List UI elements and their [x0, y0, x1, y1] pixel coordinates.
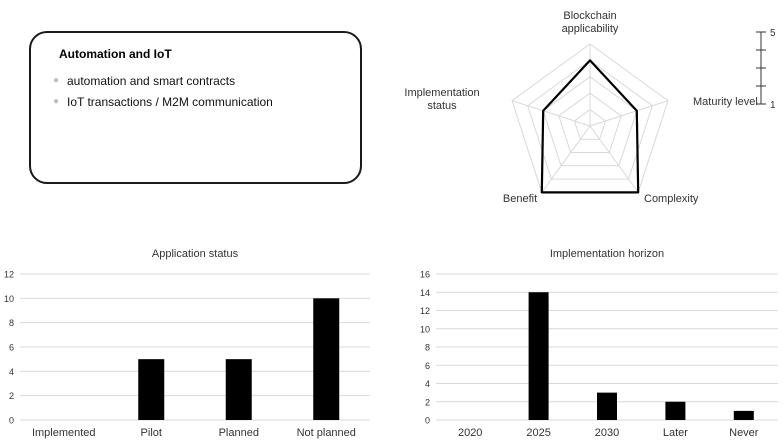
- x-tick-label: 2030: [595, 427, 619, 439]
- y-tick-label: 6: [9, 343, 14, 353]
- y-tick-label: 12: [420, 306, 430, 316]
- y-tick-label: 0: [9, 416, 14, 426]
- bar: [138, 359, 165, 420]
- y-tick-label: 10: [4, 294, 14, 304]
- radar-grid-ring: [542, 76, 638, 167]
- y-tick-label: 12: [4, 270, 14, 280]
- radar-axis-label: Benefit: [503, 193, 537, 205]
- x-tick-label: Planned: [219, 427, 259, 439]
- bar: [733, 410, 754, 420]
- radar-grid-ring: [527, 59, 653, 180]
- radar-grid-ring: [573, 108, 607, 140]
- y-tick-label: 4: [425, 379, 430, 389]
- y-tick-label: 14: [420, 288, 430, 298]
- topic-card: Automation and IoT ● automation and smart…: [29, 31, 362, 184]
- radar-axis-label-line: Blockchain: [563, 10, 616, 22]
- list-item-text: IoT transactions / M2M communication: [67, 94, 273, 109]
- application-status-chart: Application status 0 2 4 6 8 10 12 Implemented Pi…: [4, 248, 370, 439]
- x-tick-label: Later: [663, 427, 688, 439]
- radar-axis-label: Blockchain applicability: [562, 10, 619, 35]
- x-tick-label: Not planned: [297, 427, 356, 439]
- bar: [665, 401, 686, 420]
- radar-axis-label-line: status: [427, 100, 457, 112]
- radar-series: [540, 59, 640, 194]
- bar: [225, 359, 252, 420]
- list-item: ● automation and smart contracts: [53, 70, 273, 91]
- x-tick-label: 2020: [458, 427, 482, 439]
- bar: [313, 298, 340, 420]
- y-tick-label: 6: [425, 361, 430, 371]
- y-tick-label: 8: [9, 318, 14, 328]
- radar-axis-label-line: Complexity: [644, 193, 699, 205]
- bullet-icon: ●: [53, 95, 60, 107]
- list-item-text: automation and smart contracts: [67, 73, 236, 88]
- radar-axis-label: Complexity: [644, 193, 699, 205]
- bar: [528, 292, 549, 420]
- radar-chart: Blockchain applicability Maturity level Com…: [404, 10, 776, 205]
- x-tick-label: Pilot: [141, 427, 162, 439]
- y-tick-label: 4: [9, 367, 14, 377]
- scale-tick-label: 5: [770, 28, 776, 39]
- scale-tick-label: 1: [770, 100, 776, 111]
- y-tick-label: 10: [420, 324, 430, 334]
- x-tick-label: 2025: [526, 427, 550, 439]
- chart-title: Implementation horizon: [550, 248, 664, 260]
- radar-spoke: [589, 100, 669, 127]
- chart-title: Application status: [152, 248, 239, 260]
- y-tick-label: 2: [9, 391, 14, 401]
- radar-spoke: [589, 125, 639, 193]
- x-tick-label: Never: [729, 427, 759, 439]
- radar-axis-label-line: applicability: [562, 23, 619, 35]
- y-tick-label: 0: [425, 416, 430, 426]
- radar-axis-label: Implementation status: [404, 87, 479, 112]
- card-list: ● automation and smart contracts ● IoT tra…: [53, 70, 273, 112]
- y-tick-label: 16: [420, 270, 430, 280]
- y-tick-label: 8: [425, 343, 430, 353]
- y-tick-label: 2: [425, 397, 430, 407]
- radar-axis-label-line: Maturity level: [693, 96, 758, 108]
- card-title: Automation and IoT: [59, 47, 172, 61]
- radar-grid-ring: [558, 92, 622, 154]
- list-item: ● IoT transactions / M2M communication: [53, 91, 273, 112]
- radar-axis-label-line: Benefit: [503, 193, 537, 205]
- radar-spoke: [511, 100, 591, 127]
- implementation-horizon-chart: Implementation horizon 0 2 4 6 8 10 12 14 16 2020 2…: [420, 248, 778, 439]
- bullet-icon: ●: [53, 74, 60, 86]
- bar: [597, 392, 617, 420]
- radar-spoke: [541, 125, 591, 193]
- radar-axis-label-line: Implementation: [404, 87, 479, 99]
- radar-axis-label: Maturity level: [693, 96, 758, 108]
- x-tick-label: Implemented: [32, 427, 96, 439]
